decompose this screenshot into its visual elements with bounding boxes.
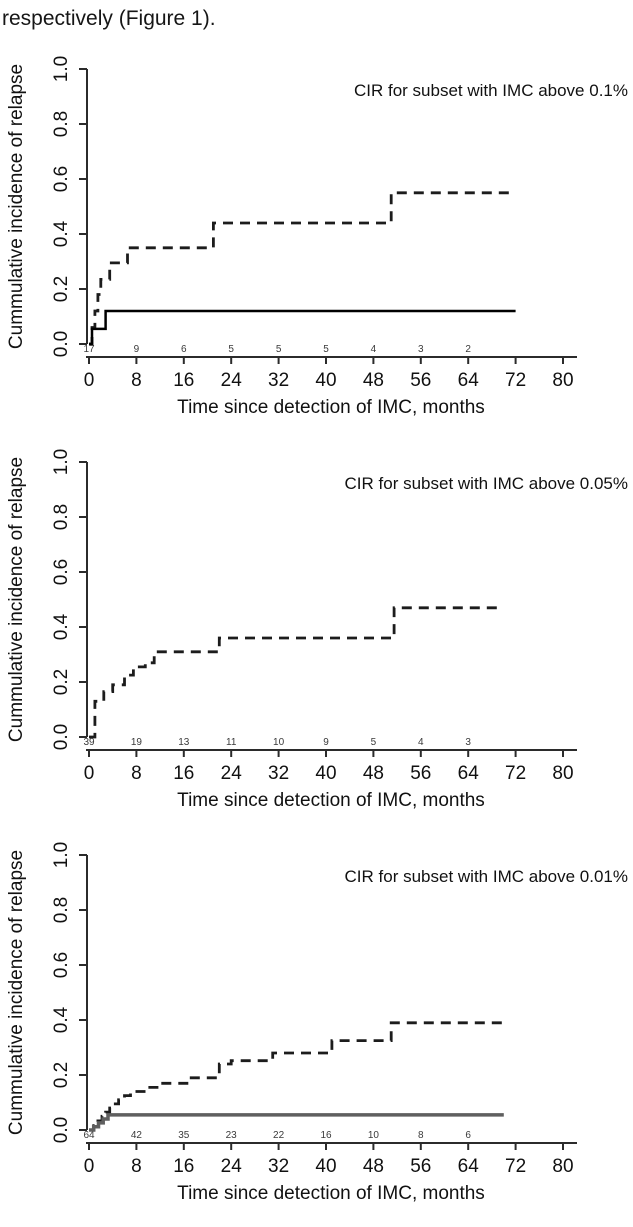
- x-tick-label: 64: [458, 370, 480, 391]
- at-risk-count: 10: [273, 737, 285, 748]
- x-tick-label: 8: [131, 763, 142, 784]
- x-tick-label: 40: [315, 763, 336, 784]
- x-tick-label: 80: [552, 1156, 573, 1177]
- x-tick-label: 16: [173, 763, 194, 784]
- x-tick-label: 24: [221, 763, 243, 784]
- y-tick-label: 0.8: [51, 504, 72, 530]
- y-tick-label: 1.0: [51, 449, 72, 475]
- at-risk-count: 4: [371, 344, 377, 355]
- x-tick-label: 32: [268, 1156, 289, 1177]
- y-tick-label: 0.8: [51, 897, 72, 923]
- x-tick-label: 56: [410, 763, 431, 784]
- at-risk-count: 9: [134, 344, 140, 355]
- x-tick-label: 16: [173, 1156, 194, 1177]
- dashed-series-line: [89, 191, 516, 346]
- cir-chart-2: CIR for subset with IMC above 0.05% 0.0 0.…: [6, 449, 628, 811]
- y-tick-label: 0.4: [51, 220, 72, 247]
- x-tick-label: 56: [410, 1156, 431, 1177]
- x-tick-label: 48: [363, 370, 384, 391]
- x-tick-label: 40: [315, 1156, 336, 1177]
- x-tick-label: 40: [315, 370, 336, 391]
- at-risk-count: 4: [418, 737, 424, 748]
- at-risk-count: 10: [368, 1130, 380, 1141]
- y-tick-label: 0.2: [51, 1062, 72, 1088]
- y-axis-label: Cummulative incidence of relapse: [6, 850, 27, 1135]
- x-axis-label: Time since detection of IMC, months: [177, 1183, 485, 1204]
- caption-row: respectively (Figure 1).: [0, 0, 633, 44]
- y-tick-label: 0.0: [51, 1117, 72, 1143]
- dashed-series-line: [89, 1021, 504, 1132]
- cir-chart-1: CIR for subset with IMC above 0.1% 0.0 0.2…: [6, 56, 628, 418]
- at-risk-count: 5: [371, 737, 377, 748]
- chart-title: CIR for subset with IMC above 0.1%: [354, 81, 628, 100]
- at-risk-count: 64: [83, 1130, 95, 1141]
- y-tick-label: 0.6: [51, 166, 72, 192]
- at-risk-count: 5: [228, 344, 234, 355]
- at-risk-count: 6: [181, 344, 187, 355]
- x-tick-label: 8: [131, 1156, 142, 1177]
- at-risk-count: 3: [465, 737, 471, 748]
- at-risk-count: 8: [418, 1130, 424, 1141]
- solid-series-line: [89, 309, 516, 346]
- at-risk-count: 13: [178, 737, 190, 748]
- at-risk-count: 17: [83, 344, 95, 355]
- at-risk-count: 16: [320, 1130, 332, 1141]
- figure-1-panels: CIR for subset with IMC above 0.1% 0.0 0.2…: [0, 44, 633, 1223]
- x-tick-label: 48: [363, 763, 384, 784]
- y-tick-label: 0.8: [51, 111, 72, 137]
- x-tick-label: 80: [552, 763, 573, 784]
- intro-text: respectively (Figure 1).: [2, 7, 216, 30]
- y-axis-label: Cummulative incidence of relapse: [6, 64, 27, 349]
- at-risk-count: 22: [273, 1130, 285, 1141]
- at-risk-count: 23: [226, 1130, 238, 1141]
- y-tick-label: 0.2: [51, 669, 72, 695]
- at-risk-count: 2: [465, 344, 471, 355]
- at-risk-count: 6: [465, 1130, 471, 1141]
- chart-title: CIR for subset with IMC above 0.01%: [345, 867, 628, 886]
- x-tick-label: 56: [410, 370, 431, 391]
- x-axis-label: Time since detection of IMC, months: [177, 790, 485, 811]
- y-tick-label: 0.6: [51, 952, 72, 978]
- y-tick-label: 0.6: [51, 559, 72, 585]
- y-tick-label: 1.0: [51, 56, 72, 82]
- x-tick-label: 24: [221, 1156, 243, 1177]
- x-tick-label: 24: [221, 370, 243, 391]
- y-axis-label: Cummulative incidence of relapse: [6, 457, 27, 742]
- x-tick-label: 32: [268, 763, 289, 784]
- x-tick-label: 48: [363, 1156, 384, 1177]
- at-risk-count: 5: [276, 344, 282, 355]
- x-tick-label: 72: [505, 370, 526, 391]
- at-risk-count: 9: [323, 737, 329, 748]
- chart-title: CIR for subset with IMC above 0.05%: [345, 474, 628, 493]
- y-tick-label: 0.0: [51, 724, 72, 750]
- at-risk-count: 39: [83, 737, 95, 748]
- x-tick-label: 64: [458, 1156, 480, 1177]
- x-tick-label: 16: [173, 370, 194, 391]
- x-axis-label: Time since detection of IMC, months: [177, 397, 485, 418]
- x-tick-label: 0: [84, 1156, 95, 1177]
- solid-series-line: [89, 1113, 504, 1132]
- y-tick-label: 0.4: [51, 1006, 72, 1033]
- y-tick-label: 0.2: [51, 276, 72, 302]
- x-tick-label: 80: [552, 370, 573, 391]
- cir-chart-3: CIR for subset with IMC above 0.01% 0.0 0.…: [6, 842, 628, 1204]
- dashed-series-line: [89, 606, 504, 739]
- x-tick-label: 8: [131, 370, 142, 391]
- x-tick-label: 64: [458, 763, 480, 784]
- x-tick-label: 0: [84, 763, 95, 784]
- x-tick-label: 0: [84, 370, 95, 391]
- x-tick-label: 72: [505, 763, 526, 784]
- x-tick-label: 72: [505, 1156, 526, 1177]
- at-risk-count: 3: [418, 344, 424, 355]
- x-tick-label: 32: [268, 370, 289, 391]
- at-risk-count: 11: [226, 737, 237, 748]
- at-risk-count: 35: [178, 1130, 190, 1141]
- at-risk-count: 42: [131, 1130, 143, 1141]
- at-risk-count: 5: [323, 344, 329, 355]
- y-tick-label: 0.0: [51, 331, 72, 357]
- at-risk-count: 19: [131, 737, 143, 748]
- y-tick-label: 0.4: [51, 613, 72, 640]
- y-tick-label: 1.0: [51, 842, 72, 868]
